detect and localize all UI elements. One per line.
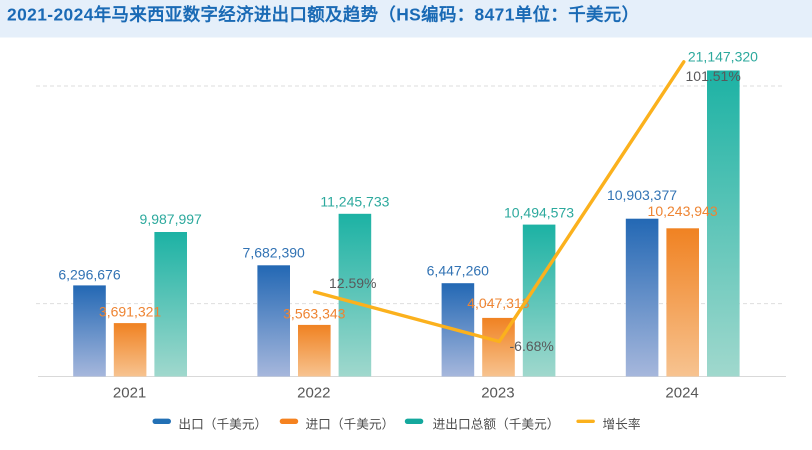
svg-text:7,682,390: 7,682,390: [243, 245, 305, 261]
svg-text:进口（千美元）: 进口（千美元）: [306, 418, 395, 432]
svg-text:2021: 2021: [113, 385, 146, 402]
svg-text:10,494,573: 10,494,573: [504, 205, 574, 221]
svg-text:6,447,260: 6,447,260: [427, 263, 489, 279]
svg-text:21,147,320: 21,147,320: [688, 48, 758, 64]
svg-text:-6.68%: -6.68%: [510, 338, 554, 354]
svg-text:12.59%: 12.59%: [329, 275, 376, 291]
svg-text:101.51%: 101.51%: [686, 68, 741, 84]
svg-text:10,243,943: 10,243,943: [648, 203, 718, 219]
svg-text:9,987,997: 9,987,997: [140, 211, 202, 227]
svg-text:3,563,343: 3,563,343: [283, 305, 345, 321]
svg-text:增长率: 增长率: [603, 417, 641, 432]
svg-text:2024: 2024: [665, 385, 698, 402]
svg-text:4,047,313: 4,047,313: [467, 295, 529, 311]
svg-text:11,245,733: 11,245,733: [320, 194, 389, 210]
svg-text:10,903,377: 10,903,377: [607, 187, 677, 203]
svg-text:2023: 2023: [481, 385, 514, 402]
svg-text:6,296,676: 6,296,676: [58, 266, 120, 282]
svg-text:2021-2024年马来西亚数字经济进出口额及趋势（HS编码: 2021-2024年马来西亚数字经济进出口额及趋势（HS编码：8471单位：千美…: [7, 5, 639, 25]
svg-text:2022: 2022: [297, 385, 330, 402]
svg-text:出口（千美元）: 出口（千美元）: [178, 418, 267, 432]
svg-text:3,691,321: 3,691,321: [99, 303, 161, 319]
svg-text:进出口总额（千美元）: 进出口总额（千美元）: [433, 418, 560, 432]
